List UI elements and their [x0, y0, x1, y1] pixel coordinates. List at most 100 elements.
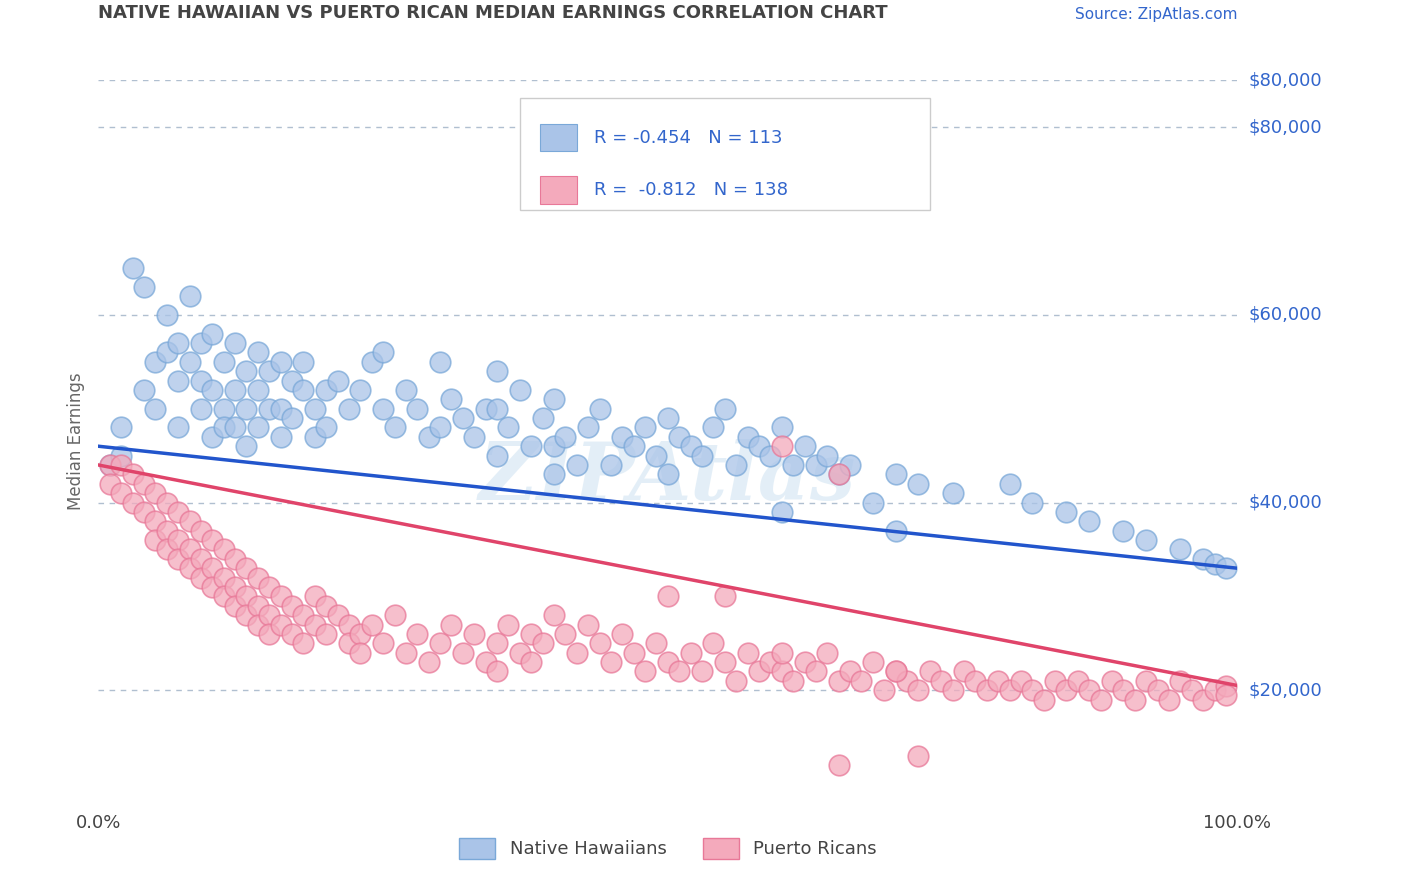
- Point: [463, 430, 485, 444]
- Point: [190, 524, 212, 538]
- Point: [190, 336, 212, 351]
- Point: [942, 683, 965, 698]
- Point: [634, 420, 657, 434]
- Point: [406, 401, 429, 416]
- Point: [337, 617, 360, 632]
- Point: [235, 561, 257, 575]
- Point: [451, 646, 474, 660]
- Point: [486, 449, 509, 463]
- Point: [246, 420, 269, 434]
- Point: [1192, 551, 1215, 566]
- Point: [395, 383, 418, 397]
- Text: $20,000: $20,000: [1249, 681, 1322, 699]
- Point: [804, 665, 827, 679]
- Point: [246, 345, 269, 359]
- Point: [657, 467, 679, 482]
- Point: [600, 655, 623, 669]
- Point: [884, 665, 907, 679]
- Point: [782, 458, 804, 472]
- Text: R =  -0.812   N = 138: R = -0.812 N = 138: [593, 181, 787, 199]
- Point: [645, 449, 668, 463]
- Point: [531, 411, 554, 425]
- Point: [145, 514, 167, 528]
- Point: [884, 524, 907, 538]
- Point: [1146, 683, 1168, 698]
- Point: [623, 439, 645, 453]
- Point: [270, 401, 292, 416]
- Point: [520, 439, 543, 453]
- FancyBboxPatch shape: [540, 124, 576, 152]
- Point: [1112, 683, 1135, 698]
- Point: [1043, 673, 1066, 688]
- Point: [828, 467, 851, 482]
- Legend: Native Hawaiians, Puerto Ricans: Native Hawaiians, Puerto Ricans: [451, 830, 884, 866]
- Point: [1170, 673, 1192, 688]
- Point: [554, 430, 576, 444]
- Point: [292, 636, 315, 650]
- Point: [657, 411, 679, 425]
- Point: [270, 590, 292, 604]
- Point: [520, 655, 543, 669]
- Point: [1123, 692, 1146, 706]
- Point: [418, 655, 440, 669]
- Point: [235, 608, 257, 623]
- Point: [498, 617, 520, 632]
- Point: [907, 476, 929, 491]
- Point: [486, 636, 509, 650]
- Point: [782, 673, 804, 688]
- Point: [998, 476, 1021, 491]
- Point: [371, 636, 394, 650]
- Point: [623, 646, 645, 660]
- Point: [509, 646, 531, 660]
- Point: [1112, 524, 1135, 538]
- Point: [270, 355, 292, 369]
- Text: NATIVE HAWAIIAN VS PUERTO RICAN MEDIAN EARNINGS CORRELATION CHART: NATIVE HAWAIIAN VS PUERTO RICAN MEDIAN E…: [98, 4, 889, 22]
- Point: [132, 383, 155, 397]
- Point: [212, 571, 235, 585]
- Point: [224, 599, 246, 613]
- Point: [371, 401, 394, 416]
- Point: [725, 458, 748, 472]
- Point: [907, 748, 929, 763]
- Point: [349, 383, 371, 397]
- Point: [486, 401, 509, 416]
- Point: [1054, 505, 1078, 519]
- Point: [770, 505, 793, 519]
- Point: [451, 411, 474, 425]
- Point: [167, 336, 190, 351]
- Point: [259, 364, 281, 378]
- Point: [1204, 557, 1226, 571]
- Point: [657, 590, 679, 604]
- Point: [429, 636, 451, 650]
- Point: [201, 326, 224, 341]
- Point: [110, 420, 132, 434]
- Point: [132, 476, 155, 491]
- Point: [337, 636, 360, 650]
- Point: [953, 665, 976, 679]
- Text: R = -0.454   N = 113: R = -0.454 N = 113: [593, 128, 782, 146]
- Point: [190, 401, 212, 416]
- Point: [281, 411, 304, 425]
- Point: [121, 495, 143, 509]
- Point: [1021, 683, 1043, 698]
- Point: [167, 533, 190, 547]
- Point: [132, 279, 155, 293]
- Point: [167, 505, 190, 519]
- Point: [315, 383, 337, 397]
- Point: [839, 458, 862, 472]
- Point: [281, 627, 304, 641]
- Point: [1010, 673, 1032, 688]
- Point: [588, 636, 610, 650]
- Point: [828, 673, 851, 688]
- Point: [121, 260, 143, 275]
- Point: [998, 683, 1021, 698]
- Point: [190, 374, 212, 388]
- Point: [1215, 561, 1237, 575]
- Point: [725, 673, 748, 688]
- Point: [929, 673, 952, 688]
- Point: [212, 355, 235, 369]
- Point: [224, 580, 246, 594]
- Point: [942, 486, 965, 500]
- Point: [110, 449, 132, 463]
- Point: [179, 542, 201, 557]
